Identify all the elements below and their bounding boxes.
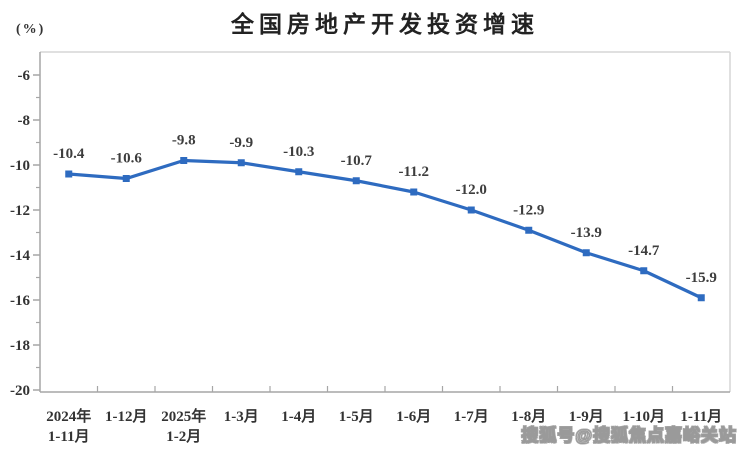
x-tick-label: 1-4月 — [281, 408, 316, 425]
data-point-marker — [237, 159, 245, 167]
y-tick-label: -10 — [10, 158, 30, 174]
data-point-marker — [467, 206, 475, 214]
data-point-label: -9.9 — [229, 135, 253, 151]
data-point-marker — [525, 226, 533, 234]
x-tick-label: 1-6月 — [396, 408, 431, 425]
data-point-marker — [65, 170, 73, 178]
y-tick-label: -12 — [10, 203, 30, 219]
data-point-label: -10.7 — [341, 153, 373, 169]
data-point-marker — [295, 168, 303, 176]
data-point-marker — [122, 175, 130, 182]
x-tick-label: 1-7月 — [454, 408, 489, 425]
data-point-label: -11.2 — [399, 164, 429, 180]
watermark: 搜狐号@搜狐焦点嘉峪关站 — [521, 426, 737, 446]
data-point-marker — [640, 267, 648, 275]
data-point-label: -12.9 — [513, 202, 544, 218]
x-tick-label: 1-12月 — [105, 408, 148, 425]
y-tick-label: -20 — [10, 383, 30, 399]
data-point-label: -10.6 — [111, 151, 143, 167]
x-tick-label: 1-8月 — [511, 408, 546, 425]
chart-title: 全国房地产开发投资增速 — [231, 11, 539, 37]
x-tick-label: 2025年 — [161, 407, 206, 425]
y-tick-label: -14 — [10, 248, 30, 264]
y-tick-label: -6 — [18, 68, 31, 84]
data-point-label: -9.8 — [172, 133, 196, 149]
data-point-marker — [180, 157, 188, 164]
y-tick-label: -18 — [10, 338, 30, 354]
x-tick-label: 1-9月 — [569, 408, 604, 425]
y-axis-unit-label: (%) — [16, 22, 46, 37]
x-tick-label: 1-10月 — [623, 408, 666, 425]
x-tick-label: 1-3月 — [224, 408, 259, 425]
trend-line — [67, 158, 703, 300]
x-tick-label: 1-11月 — [680, 408, 722, 425]
y-tick-label: -16 — [10, 293, 30, 309]
data-point-label: -12.0 — [456, 182, 487, 198]
y-tick-label: -8 — [18, 113, 31, 129]
data-point-marker — [582, 249, 590, 257]
data-point-label: -10.3 — [283, 144, 314, 160]
x-tick-label: 2024年 — [46, 407, 91, 425]
data-point-label: -10.4 — [53, 146, 85, 162]
x-tick-label: 1-5月 — [339, 408, 374, 425]
data-point-marker — [352, 177, 360, 185]
data-point-marker — [410, 188, 418, 196]
data-point-label: -13.9 — [571, 225, 602, 241]
x-tick-label: 1-11月 — [48, 428, 90, 445]
x-tick-label: 1-2月 — [166, 428, 201, 445]
data-point-label: -15.9 — [686, 270, 717, 286]
data-point-marker — [697, 294, 705, 302]
data-point-label: -14.7 — [628, 243, 660, 259]
